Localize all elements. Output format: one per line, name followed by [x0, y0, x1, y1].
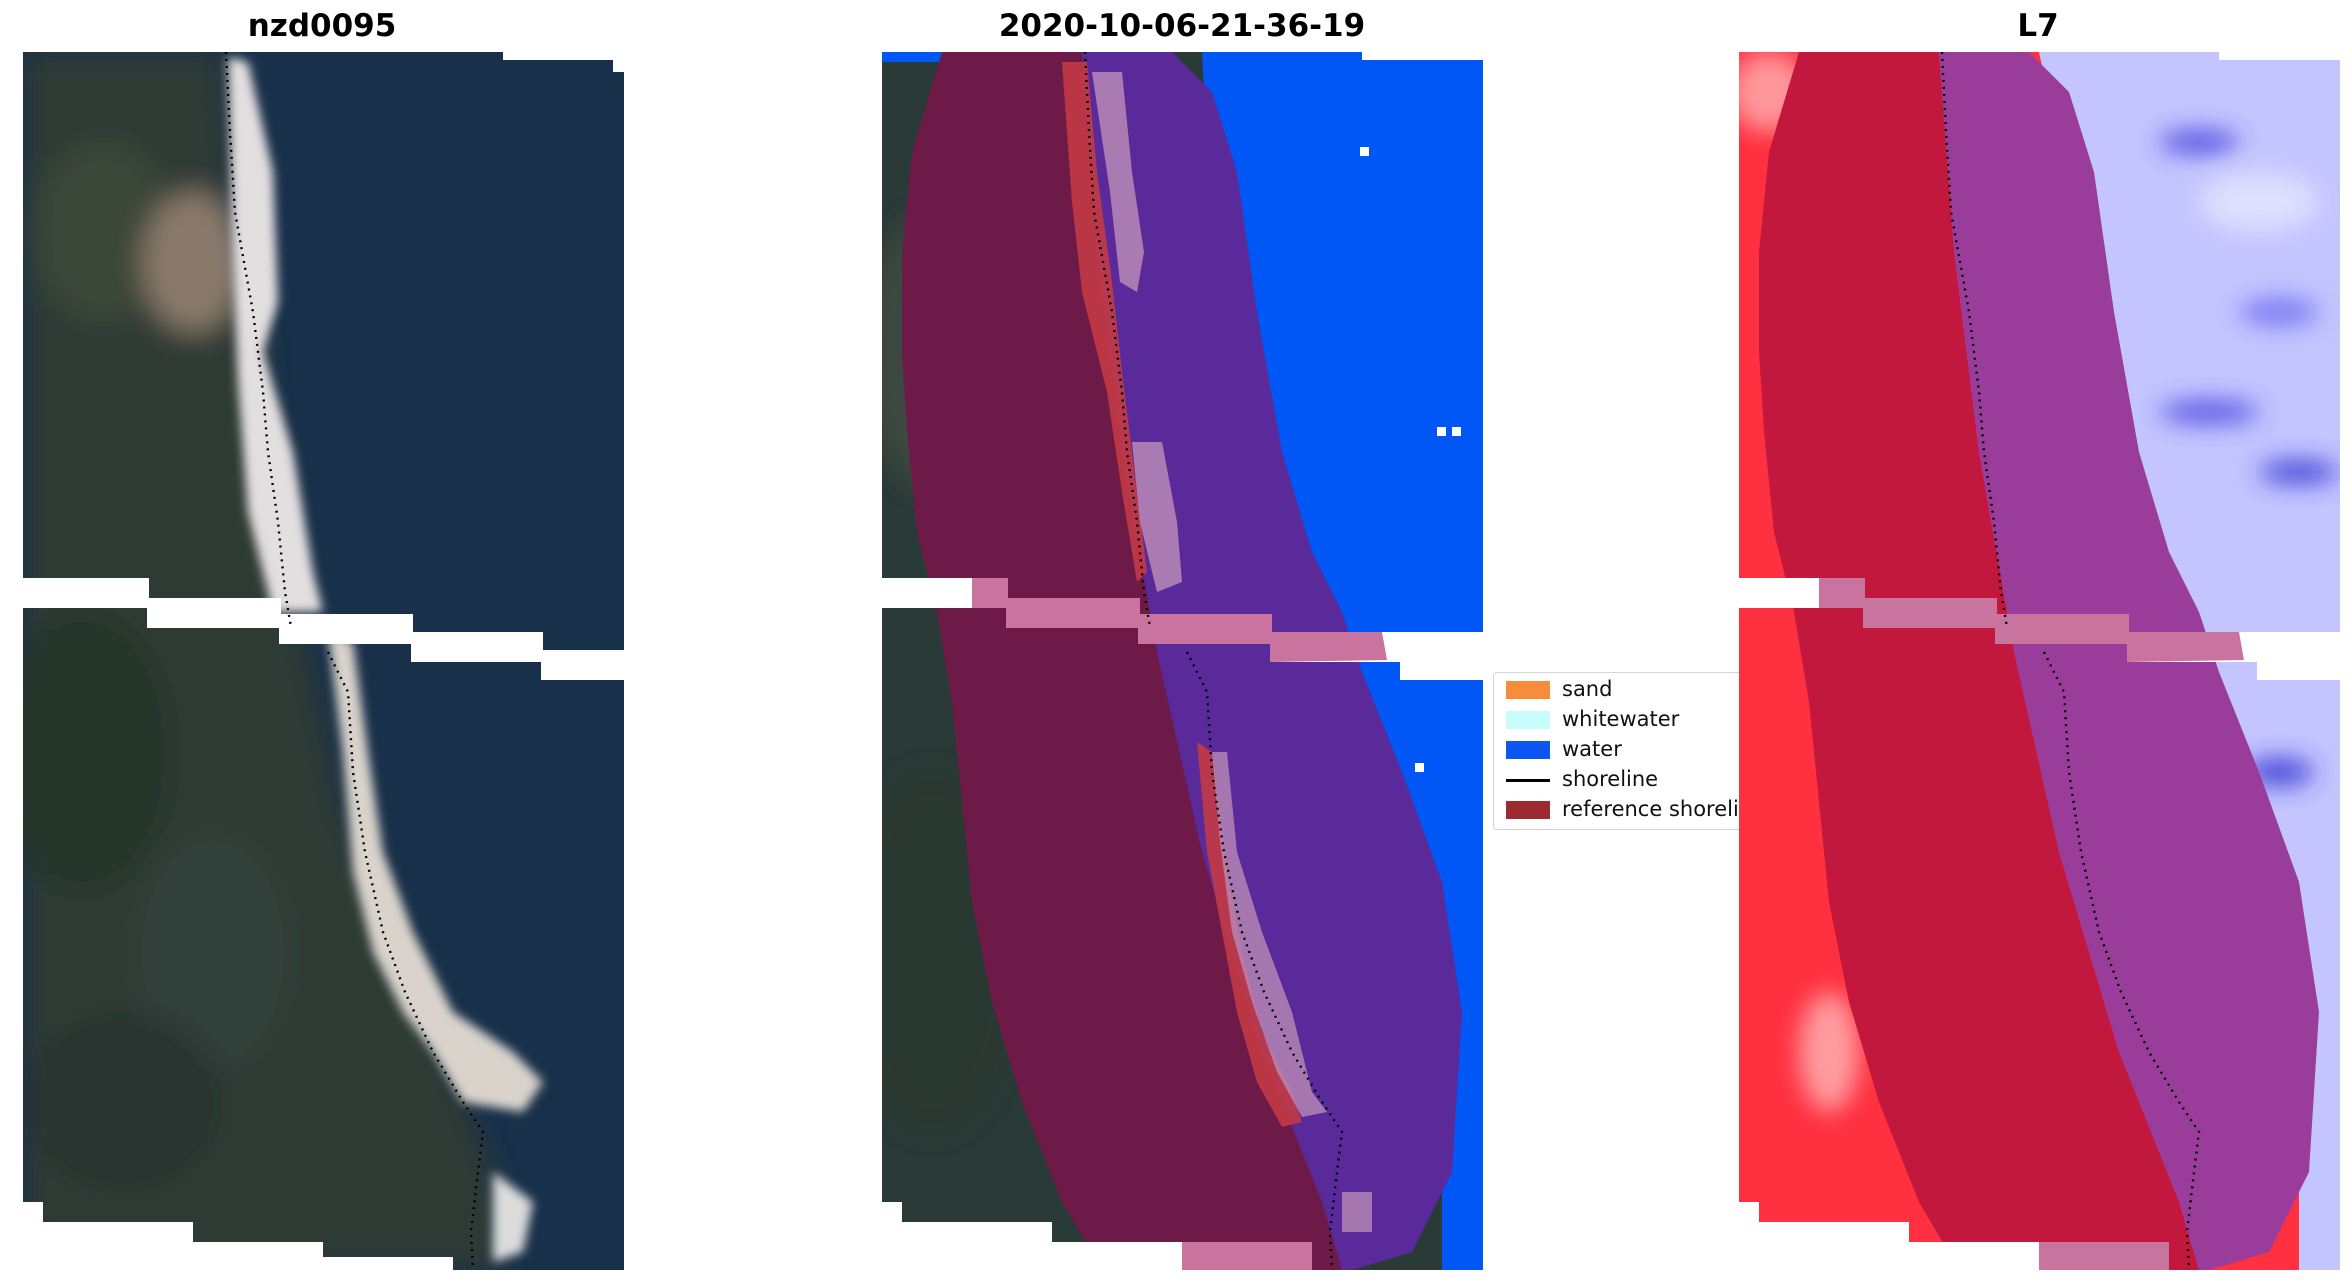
- rgb-image-panel: [23, 52, 624, 1270]
- legend-label: whitewater: [1562, 707, 1680, 731]
- legend-item-shoreline: shoreline: [1494, 765, 1752, 795]
- rgb-image: [23, 52, 624, 1270]
- index-image: [1739, 52, 2340, 1270]
- panel-title-rgb: nzd0095: [247, 8, 397, 44]
- index-panel: [1739, 52, 2340, 1270]
- legend-item-water: water: [1494, 735, 1752, 765]
- legend-item-whitewater: whitewater: [1494, 705, 1752, 735]
- panel-title-index: L7: [2017, 8, 2059, 44]
- whitewater-swatch: [1506, 711, 1550, 729]
- legend-label: reference shoreline buffer: [1562, 797, 1752, 821]
- shoreline-swatch: [1506, 779, 1550, 782]
- panel-title-classification: 2020-10-06-21-36-19: [998, 8, 1366, 44]
- legend-item-sand: sand: [1494, 675, 1752, 705]
- sand-swatch: [1506, 681, 1550, 699]
- legend-label: water: [1562, 737, 1622, 761]
- classification-image: [882, 52, 1483, 1270]
- legend-label: shoreline: [1562, 767, 1659, 791]
- legend-label: sand: [1562, 677, 1613, 701]
- reference-shoreline-swatch: [1506, 801, 1550, 819]
- legend: sand whitewater water shoreline referenc…: [1493, 672, 1753, 830]
- classification-panel: [882, 52, 1483, 1270]
- water-swatch: [1506, 741, 1550, 759]
- legend-item-reference-shoreline: reference shoreline buffer: [1494, 795, 1752, 825]
